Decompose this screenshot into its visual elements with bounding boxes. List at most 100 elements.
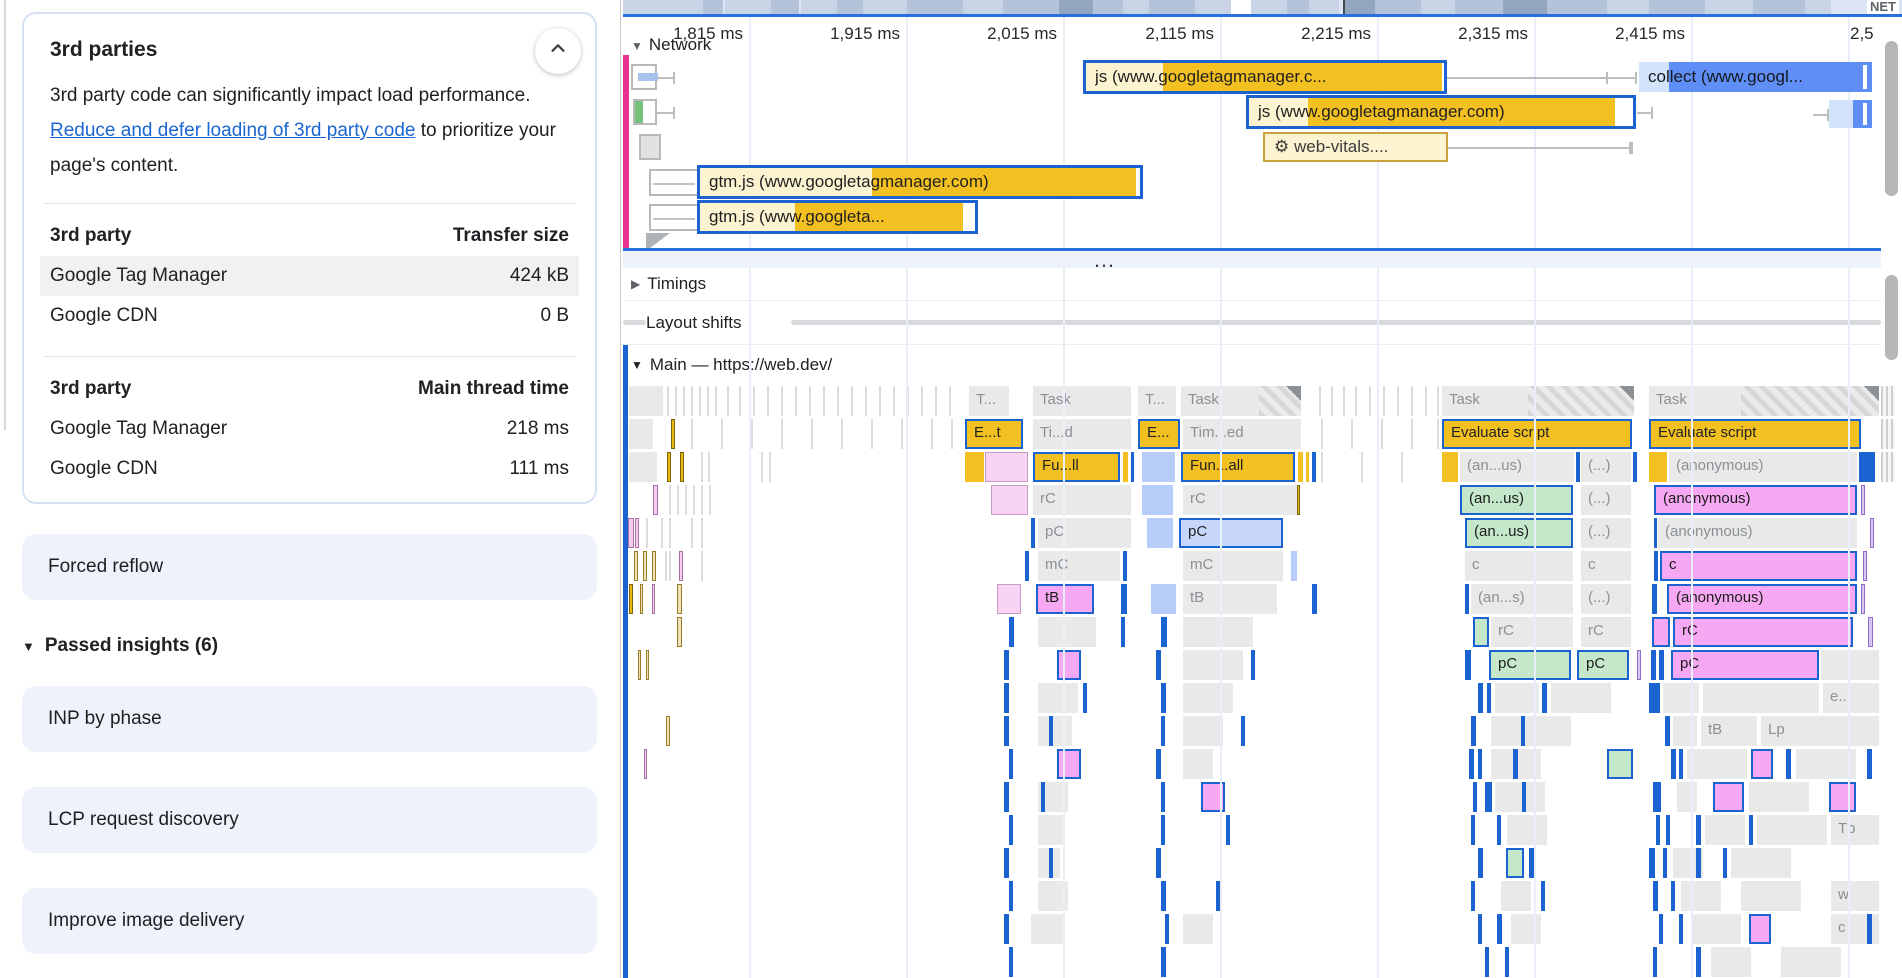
- flame-bar[interactable]: (...): [1581, 518, 1631, 548]
- flame-bar[interactable]: [1121, 617, 1125, 647]
- network-request-script[interactable]: gtm.js (www.googletagmanager.com): [697, 165, 1143, 199]
- flame-bar[interactable]: [1038, 683, 1078, 713]
- flame-bar[interactable]: [1165, 914, 1169, 944]
- flame-bar[interactable]: [1226, 815, 1230, 845]
- flame-bar[interactable]: [1161, 782, 1165, 812]
- flame-bar[interactable]: [1121, 584, 1127, 614]
- flame-bar[interactable]: [1312, 584, 1317, 614]
- flame-bar[interactable]: [1471, 815, 1475, 845]
- flame-bar[interactable]: [653, 485, 658, 515]
- flame-bar[interactable]: [1653, 881, 1658, 911]
- flame-bar[interactable]: [1749, 914, 1771, 944]
- network-track-toggle[interactable]: ▼ Network: [631, 35, 712, 54]
- flame-bar[interactable]: [1505, 947, 1509, 977]
- flame-bar[interactable]: (...): [1581, 584, 1631, 614]
- flame-bar[interactable]: [677, 617, 682, 647]
- flame-bar[interactable]: [1083, 683, 1087, 713]
- flame-bar[interactable]: [1501, 881, 1531, 911]
- flame-bar[interactable]: [1161, 617, 1167, 647]
- flame-bar[interactable]: [1009, 947, 1013, 977]
- flame-bar[interactable]: [1009, 881, 1013, 911]
- flame-bar[interactable]: [1478, 683, 1483, 713]
- flame-bar[interactable]: (an...us): [1460, 485, 1573, 515]
- flame-bar[interactable]: [1656, 815, 1660, 845]
- table-row[interactable]: Google CDN 0 B: [50, 305, 569, 326]
- flame-bar[interactable]: [1679, 914, 1683, 944]
- flame-bar[interactable]: [1241, 716, 1245, 746]
- timings-track-toggle[interactable]: ▶ Timings: [623, 268, 1881, 301]
- flame-bar[interactable]: [1663, 848, 1667, 878]
- flame-bar[interactable]: [666, 716, 670, 746]
- flame-bar[interactable]: [667, 452, 671, 482]
- flame-bar[interactable]: [1671, 881, 1675, 911]
- flame-bar[interactable]: [1651, 650, 1656, 680]
- flame-bar[interactable]: (an...us): [1460, 452, 1574, 482]
- flame-bar[interactable]: [1004, 650, 1009, 680]
- flame-bar[interactable]: [629, 452, 657, 482]
- flame-bar[interactable]: tB: [1036, 584, 1094, 614]
- task-bar[interactable]: Task: [1649, 386, 1879, 416]
- flame-bar[interactable]: [1471, 881, 1475, 911]
- timeline-minimap[interactable]: NET: [623, 0, 1902, 14]
- network-request-pending[interactable]: ⚙ web-vitals....: [1263, 132, 1448, 162]
- flame-bar[interactable]: [1183, 650, 1243, 680]
- flame-bar[interactable]: [1156, 848, 1161, 878]
- flame-bar[interactable]: [1478, 749, 1482, 779]
- flame-bar[interactable]: mC: [1183, 551, 1283, 581]
- flame-bar[interactable]: [1004, 848, 1009, 878]
- flame-bar[interactable]: [1216, 881, 1220, 911]
- flame-bar[interactable]: [671, 419, 675, 449]
- flame-bar[interactable]: [1142, 485, 1173, 515]
- flame-bar[interactable]: [1723, 848, 1727, 878]
- table-row[interactable]: Google CDN 111 ms: [50, 458, 569, 479]
- flame-bar[interactable]: [1691, 914, 1741, 944]
- flame-bar[interactable]: [1183, 749, 1213, 779]
- flame-bar[interactable]: [640, 584, 643, 614]
- insight-item-improve-image-delivery[interactable]: Improve image delivery: [22, 888, 597, 954]
- flame-bar[interactable]: [1251, 650, 1255, 680]
- flame-bar[interactable]: [1298, 452, 1303, 482]
- flame-bar[interactable]: tB: [1701, 716, 1757, 746]
- flame-bar[interactable]: [629, 584, 633, 614]
- flame-bar[interactable]: [1859, 452, 1875, 482]
- flame-bar[interactable]: [1659, 914, 1663, 944]
- flame-bar[interactable]: [1659, 650, 1664, 680]
- flame-bar[interactable]: [1497, 815, 1501, 845]
- flame-bar[interactable]: [1469, 749, 1474, 779]
- flame-bar[interactable]: Fun...all: [1181, 452, 1295, 482]
- flame-bar[interactable]: [1306, 452, 1309, 482]
- flame-bar[interactable]: T...: [969, 386, 1009, 416]
- flame-bar[interactable]: [1507, 815, 1547, 845]
- flame-bar[interactable]: [1291, 551, 1297, 581]
- flame-bar[interactable]: [1442, 452, 1458, 482]
- insight-item-forced-reflow[interactable]: Forced reflow: [22, 534, 597, 600]
- flame-bar[interactable]: [1796, 749, 1856, 779]
- flame-bar[interactable]: (anonymous): [1654, 485, 1857, 515]
- flame-bar[interactable]: [1156, 650, 1161, 680]
- flame-bar[interactable]: rC: [1033, 485, 1131, 515]
- flame-bar[interactable]: Tim...ed: [1183, 419, 1301, 449]
- flame-bar[interactable]: Tp: [1831, 815, 1879, 845]
- flame-bar[interactable]: [1665, 716, 1670, 746]
- flame-bar[interactable]: Fu...ll: [1033, 452, 1120, 482]
- flame-bar[interactable]: [1881, 419, 1895, 449]
- flame-bar[interactable]: Evaluate script: [1442, 419, 1632, 449]
- network-request-xhr[interactable]: [1829, 100, 1872, 128]
- flame-bar[interactable]: [1607, 749, 1633, 779]
- flame-bar[interactable]: [644, 749, 647, 779]
- flame-bar[interactable]: [1654, 551, 1658, 581]
- flame-bar[interactable]: pC: [1577, 650, 1629, 680]
- flame-bar[interactable]: [1491, 716, 1571, 746]
- flame-bar[interactable]: c: [1465, 551, 1573, 581]
- flame-bar[interactable]: [1161, 815, 1165, 845]
- flame-bar[interactable]: [635, 518, 639, 548]
- flame-bar[interactable]: [1156, 749, 1161, 779]
- flame-bar[interactable]: [1478, 914, 1482, 944]
- flame-bar[interactable]: [1521, 716, 1525, 746]
- flame-bar[interactable]: [1009, 749, 1013, 779]
- flame-bar[interactable]: [1711, 947, 1751, 977]
- flame-bar[interactable]: [1465, 584, 1469, 614]
- collapse-insight-button[interactable]: [535, 28, 581, 74]
- sidebar-scrollbar[interactable]: [4, 0, 6, 430]
- flame-bar[interactable]: [652, 551, 656, 581]
